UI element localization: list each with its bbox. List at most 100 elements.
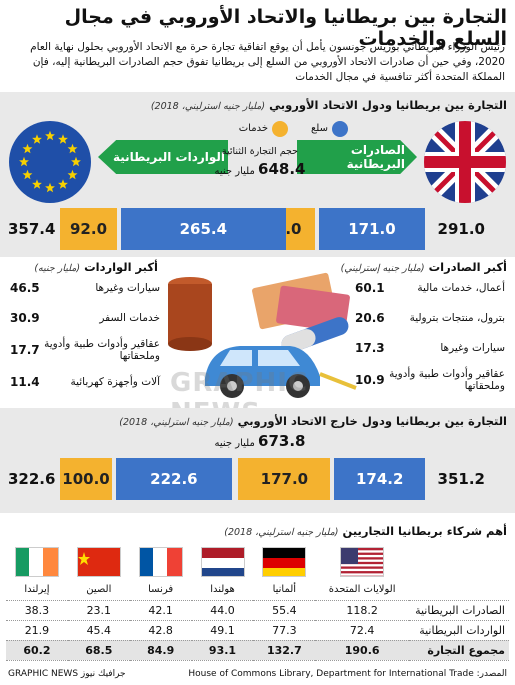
country-name: الصين xyxy=(67,580,130,601)
eu-star-icon xyxy=(58,179,68,189)
table-cell: 38.3 xyxy=(6,600,68,621)
imports-total-label: 322.6 xyxy=(8,470,56,488)
table-cell: 49.1 xyxy=(191,620,254,641)
list-item: عقاقير وأدوات طبية وأدوية وملحقاتها 10.9 xyxy=(355,368,505,392)
list-item-value: 20.6 xyxy=(355,311,385,325)
list-item-value: 17.3 xyxy=(355,341,385,355)
exports-total-label: 351.2 xyxy=(437,470,485,488)
goods-bar-segment: 174.2 xyxy=(334,458,425,500)
table-cell: 55.4 xyxy=(253,600,316,621)
eu-star-icon xyxy=(67,143,78,154)
list-item-label: عقاقير وأدوات طبية وأدوية وملحقاتها xyxy=(44,338,160,362)
country-name: فرنسا xyxy=(129,580,192,601)
us-flag-icon xyxy=(340,547,385,577)
table-cell: 60.2 xyxy=(6,640,68,661)
list-item-value: 46.5 xyxy=(10,281,40,295)
trade-goods-illustration xyxy=(160,268,360,403)
list-item-value: 10.9 xyxy=(355,373,385,387)
table-cell: 93.1 xyxy=(191,640,254,661)
imports-stacked-bar: 100.0 222.6 xyxy=(60,458,232,500)
list-item: آلات وأجهزة كهربائية 11.4 xyxy=(10,372,160,392)
legend-goods-swatch xyxy=(332,121,348,137)
eu-star-icon xyxy=(22,143,33,154)
list-item: خدمات السفر 30.9 xyxy=(10,308,160,328)
china-flag-icon xyxy=(76,547,121,577)
country-name: إيرلندا xyxy=(6,580,68,601)
row-label: الواردات البريطانية xyxy=(409,620,509,641)
country-name: هولندا xyxy=(191,580,254,601)
non-eu-total: 673.8 مليار جنيه xyxy=(214,432,306,450)
services-bar-segment: 92.0 xyxy=(60,208,118,250)
table-row: الصادرات البريطانية 118.2 55.4 44.0 42.1 23.1… xyxy=(6,600,509,621)
exports-stacked-bar: 177.0 174.2 xyxy=(238,458,425,500)
uk-flag-icon xyxy=(423,120,507,204)
table-row: الواردات البريطانية 72.4 77.3 49.1 42.8 45.4 2… xyxy=(6,620,509,641)
country-name-row: الولايات المتحدة ألمانيا هولندا فرنسا الصين إ… xyxy=(6,580,509,601)
imports-stacked-bar: 92.0 265.4 xyxy=(60,208,286,250)
table-cell: 42.1 xyxy=(129,600,192,621)
country-name: ألمانيا xyxy=(253,580,316,601)
table-cell: 45.4 xyxy=(67,620,130,641)
eu-star-icon xyxy=(45,130,55,141)
eu-star-icon xyxy=(67,169,78,180)
list-item: أعمال، خدمات مالية 60.1 xyxy=(355,278,505,298)
eu-star-icon xyxy=(32,134,42,144)
table-cell: 77.3 xyxy=(253,620,316,641)
list-item-value: 11.4 xyxy=(10,375,40,389)
list-item-label: أعمال، خدمات مالية xyxy=(417,282,505,294)
list-item-value: 60.1 xyxy=(355,281,385,295)
services-bar-segment: 100.0 xyxy=(60,458,112,500)
eu-star-icon xyxy=(22,169,33,180)
legend-services-swatch xyxy=(272,121,288,137)
ireland-flag-icon xyxy=(14,547,59,577)
list-item-value: 17.7 xyxy=(10,343,40,357)
goods-bar-segment: 222.6 xyxy=(116,458,232,500)
eu-star-icon xyxy=(45,182,55,193)
germany-flag-icon xyxy=(262,547,307,577)
top-imports-heading: أكبر الواردات (مليار جنيه) xyxy=(34,260,158,274)
table-cell: 21.9 xyxy=(6,620,68,641)
netherlands-flag-icon xyxy=(200,547,245,577)
table-cell: 118.2 xyxy=(315,600,409,621)
list-item-label: بترول، منتجات بترولية xyxy=(409,312,505,324)
legend: سلع خدمات xyxy=(230,120,350,138)
exports-total-label: 291.0 xyxy=(437,220,485,238)
legend-services-label: خدمات xyxy=(238,123,268,134)
list-item-label: آلات وأجهزة كهربائية xyxy=(70,376,160,388)
eu-section-title: التجارة بين بريطانيا ودول الاتحاد الأورو… xyxy=(150,98,507,112)
intro-text: رئيس الوزراء البريطاني بوريس جونسون يأمل… xyxy=(30,41,505,83)
legend-goods-label: سلع xyxy=(310,123,328,134)
credit: GRAPHIC NEWS جرافيك نيوز xyxy=(8,669,126,679)
non-eu-section-title: التجارة بين بريطانيا ودول خارج الاتحاد ا… xyxy=(119,414,507,428)
list-item-label: سيارات وغيرها xyxy=(440,342,505,354)
imports-total-label: 357.4 xyxy=(8,220,56,238)
list-item-value: 30.9 xyxy=(10,311,40,325)
list-item-label: سيارات وغيرها xyxy=(95,282,160,294)
eu-star-icon xyxy=(71,156,81,167)
list-item: سيارات وغيرها 46.5 xyxy=(10,278,160,298)
france-flag-icon xyxy=(138,547,183,577)
row-label: مجموع التجارة xyxy=(409,640,509,661)
flag-row xyxy=(6,544,509,580)
eu-flag-icon xyxy=(8,120,92,204)
table-cell: 132.7 xyxy=(253,640,316,661)
eu-star-icon xyxy=(58,134,68,144)
eu-star-icon xyxy=(32,179,42,189)
goods-bar-segment: 265.4 xyxy=(121,208,286,250)
list-item: سيارات وغيرها 17.3 xyxy=(355,338,505,358)
partners-table: الولايات المتحدة ألمانيا هولندا فرنسا الصين إ… xyxy=(6,544,509,661)
table-cell: 68.5 xyxy=(67,640,130,661)
table-cell: 44.0 xyxy=(191,600,254,621)
row-label: الصادرات البريطانية xyxy=(409,600,509,621)
country-name: الولايات المتحدة xyxy=(315,580,409,601)
table-row: مجموع التجارة 190.6 132.7 93.1 84.9 68.5 60.2 xyxy=(6,640,509,661)
table-cell: 190.6 xyxy=(315,640,409,661)
table-cell: 23.1 xyxy=(67,600,130,621)
partners-section-title: أهم شركاء بريطانيا التجاريين (مليار جنيه… xyxy=(224,524,507,538)
eu-exports-arrow: الصادرات البريطانية xyxy=(297,140,417,174)
bilateral-label: حجم التجارة الثنائية xyxy=(221,146,299,157)
bilateral-total: 648.4 مليار جنيه xyxy=(214,160,306,178)
page-title: التجارة بين بريطانيا والاتحاد الأوروبي ف… xyxy=(64,6,507,50)
services-bar-segment: 177.0 xyxy=(238,458,331,500)
list-item: عقاقير وأدوات طبية وأدوية وملحقاتها 17.7 xyxy=(10,338,160,362)
